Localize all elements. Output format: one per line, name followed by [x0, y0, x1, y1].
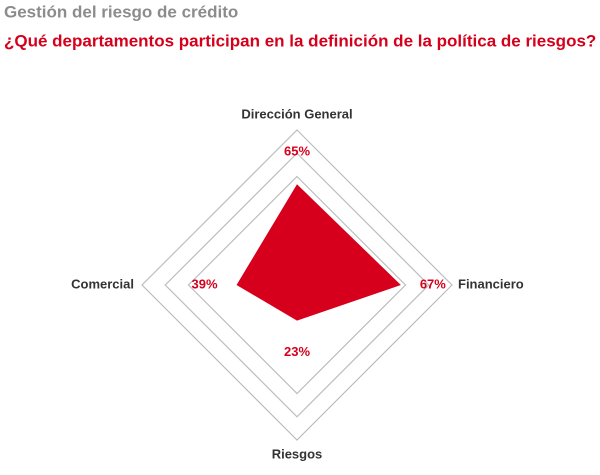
chart-subtitle: ¿Qué departamentos participan en la defi… — [4, 31, 596, 50]
chart-title: Gestión del riesgo de crédito — [4, 2, 238, 21]
grid-line — [164, 152, 430, 418]
category-label: Dirección General — [241, 106, 352, 121]
category-label: Comercial — [71, 276, 134, 291]
grid-line — [187, 175, 407, 395]
category-label: Riesgos — [272, 446, 323, 461]
value-label: 67% — [420, 276, 446, 291]
grid-line — [141, 129, 453, 441]
value-label: 39% — [192, 276, 218, 291]
data-area — [236, 184, 401, 321]
value-label: 65% — [284, 144, 310, 159]
category-label: Financiero — [458, 276, 524, 291]
value-label: 23% — [284, 344, 310, 359]
